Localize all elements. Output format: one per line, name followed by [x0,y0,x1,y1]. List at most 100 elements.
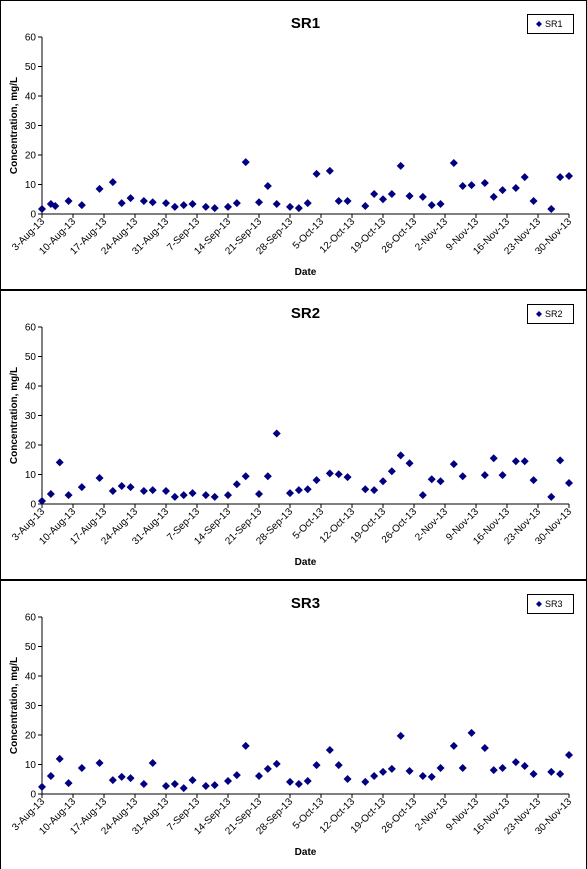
data-point [294,779,303,788]
y-tick-label: 10 [25,180,37,191]
data-point [565,479,573,488]
data-point [480,179,489,188]
data-point [325,746,334,755]
data-point [405,766,414,775]
data-point [241,741,250,750]
data-point [108,776,117,785]
data-point [467,181,476,190]
data-point [387,189,396,198]
data-point [370,772,379,781]
data-point [343,473,352,482]
y-tick-label: 40 [25,672,37,683]
data-point [148,759,157,768]
data-point [511,184,520,193]
data-point [418,772,427,781]
data-point [343,197,352,206]
data-point [188,489,197,498]
data-point [334,197,343,206]
data-point [38,782,46,791]
legend-label: SR2 [545,309,563,319]
data-point [224,777,232,786]
data-point [303,777,312,786]
data-point [458,181,467,190]
data-point [498,764,507,773]
data-point [370,486,379,495]
data-point [489,766,498,775]
data-point [467,728,476,737]
data-point [436,764,445,773]
y-tick-label: 0 [30,500,36,511]
data-point [294,204,303,213]
data-point [148,486,157,495]
y-tick-label: 20 [25,731,37,742]
data-point [263,764,272,773]
data-point [117,199,126,208]
data-point [547,492,556,501]
data-point [556,769,565,778]
data-point [458,472,467,481]
data-point [529,769,538,778]
data-point [436,477,445,486]
data-point [405,192,414,201]
data-point [286,489,294,498]
legend-marker [536,311,542,317]
data-point [95,474,104,483]
legend-label: SR1 [545,19,563,29]
y-tick-label: 50 [25,62,37,73]
data-point [179,784,188,793]
data-point [108,178,117,187]
data-point [126,194,135,203]
data-point [418,491,427,500]
data-point [179,491,188,500]
data-point [325,469,334,478]
data-point [108,487,117,496]
data-point [232,480,241,489]
data-point [170,202,179,211]
data-point [361,202,370,211]
y-tick-label: 30 [25,411,37,422]
y-axis-title: Concentration, mg/L [9,657,20,754]
data-point [480,743,489,752]
data-point [498,471,507,480]
data-point [263,472,272,481]
data-point [387,467,396,476]
data-point [325,166,334,175]
chart-title: SR3 [291,595,320,612]
data-point [232,199,241,208]
y-tick-label: 40 [25,382,37,393]
data-point [117,482,126,491]
data-point [232,771,241,780]
data-point [210,492,219,501]
data-point [520,173,529,182]
data-point [379,477,387,486]
y-tick-label: 40 [25,92,37,103]
data-point [241,472,250,481]
y-tick-label: 20 [25,441,37,452]
data-point [556,173,565,182]
data-point [286,777,294,786]
y-tick-label: 20 [25,151,37,162]
data-point [224,202,232,211]
data-point [520,761,529,770]
data-point [139,779,148,788]
data-point [64,491,73,500]
data-point [77,764,86,773]
data-point [170,492,179,501]
data-point [343,774,352,783]
data-point [210,204,219,213]
data-point [361,485,370,494]
data-point [449,158,458,167]
y-tick-label: 30 [25,121,37,132]
data-point [396,451,405,460]
data-point [272,199,281,208]
data-point [489,454,498,463]
data-point [520,457,529,466]
data-point [379,767,387,776]
data-point [255,772,263,781]
legend-label: SR3 [545,599,563,609]
data-point [511,758,520,767]
data-point [64,197,73,206]
data-point [565,171,573,180]
data-point [436,199,445,208]
